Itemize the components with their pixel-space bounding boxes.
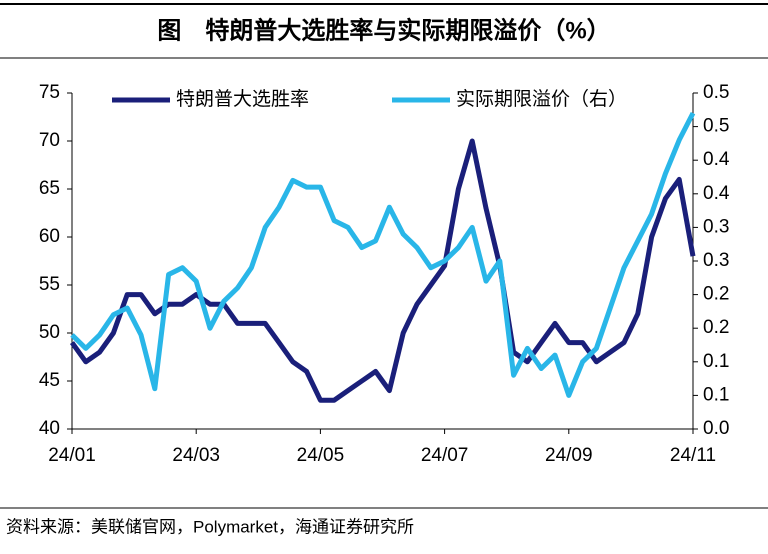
y-tick-label: 65 — [39, 178, 60, 199]
y2-tick-label: 0.5 — [703, 82, 729, 103]
legend-label: 实际期限溢价（右） — [456, 88, 627, 110]
y-tick-label: 70 — [39, 130, 60, 151]
y-tick-label: 55 — [39, 274, 60, 295]
chart-title: 图 特朗普大选胜率与实际期限溢价（%） — [157, 16, 610, 44]
x-tick-label: 24/03 — [172, 445, 220, 466]
y2-tick-label: 0.3 — [703, 216, 729, 237]
y-tick-label: 60 — [39, 226, 60, 247]
y2-tick-label: 0.4 — [703, 149, 730, 170]
legend-label: 特朗普大选胜率 — [176, 88, 309, 110]
y2-tick-label: 0.1 — [703, 351, 729, 372]
x-tick-label: 24/05 — [297, 445, 345, 466]
y2-tick-label: 0.2 — [703, 317, 729, 338]
x-tick-label: 24/07 — [421, 445, 469, 466]
y-tick-label: 75 — [39, 82, 60, 103]
y2-tick-label: 0.1 — [703, 384, 729, 405]
source: 资料来源：美联储官网，Polymarket，海通证券研究所 — [6, 517, 414, 536]
y2-tick-label: 0.0 — [703, 418, 729, 439]
y2-tick-label: 0.2 — [703, 284, 729, 305]
y-tick-label: 50 — [39, 322, 60, 343]
x-tick-label: 24/01 — [48, 445, 96, 466]
x-tick-label: 24/09 — [545, 445, 593, 466]
x-tick-label: 24/11 — [670, 445, 716, 466]
y2-tick-label: 0.3 — [703, 250, 729, 271]
y-tick-label: 45 — [39, 370, 60, 391]
series-line — [70, 112, 696, 398]
y2-tick-label: 0.5 — [703, 116, 729, 137]
series-line — [69, 138, 696, 403]
y2-tick-label: 0.4 — [703, 183, 730, 204]
y-tick-label: 40 — [39, 418, 60, 439]
